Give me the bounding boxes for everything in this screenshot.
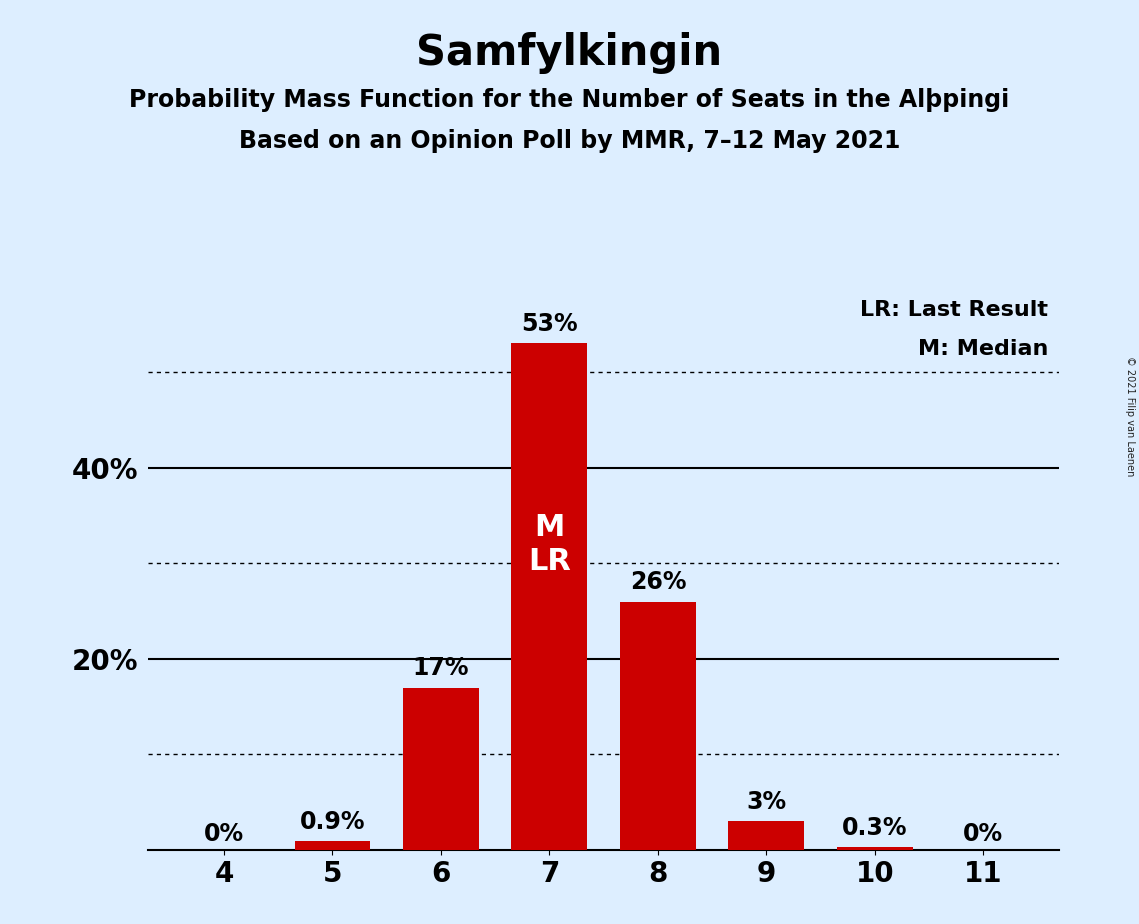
Text: 17%: 17% (412, 656, 469, 680)
Bar (729, 821, 804, 850)
Text: © 2021 Filip van Laenen: © 2021 Filip van Laenen (1125, 356, 1134, 476)
Bar (511, 344, 588, 850)
Text: LR: Last Result: LR: Last Result (860, 300, 1048, 321)
Text: Probability Mass Function for the Number of Seats in the Alþpingi: Probability Mass Function for the Number… (130, 88, 1009, 112)
Text: M
LR: M LR (528, 513, 571, 576)
Text: 0.3%: 0.3% (842, 816, 908, 840)
Bar (403, 687, 478, 850)
Bar (620, 602, 696, 850)
Text: 3%: 3% (746, 790, 786, 814)
Text: 0.9%: 0.9% (300, 809, 366, 833)
Text: 0%: 0% (204, 822, 244, 846)
Text: M: Median: M: Median (918, 339, 1048, 359)
Bar (295, 842, 370, 850)
Text: Samfylkingin: Samfylkingin (417, 32, 722, 74)
Bar (837, 847, 912, 850)
Text: 53%: 53% (522, 311, 577, 335)
Text: Based on an Opinion Poll by MMR, 7–12 May 2021: Based on an Opinion Poll by MMR, 7–12 Ma… (239, 129, 900, 153)
Text: 0%: 0% (964, 822, 1003, 846)
Text: 26%: 26% (630, 570, 686, 594)
